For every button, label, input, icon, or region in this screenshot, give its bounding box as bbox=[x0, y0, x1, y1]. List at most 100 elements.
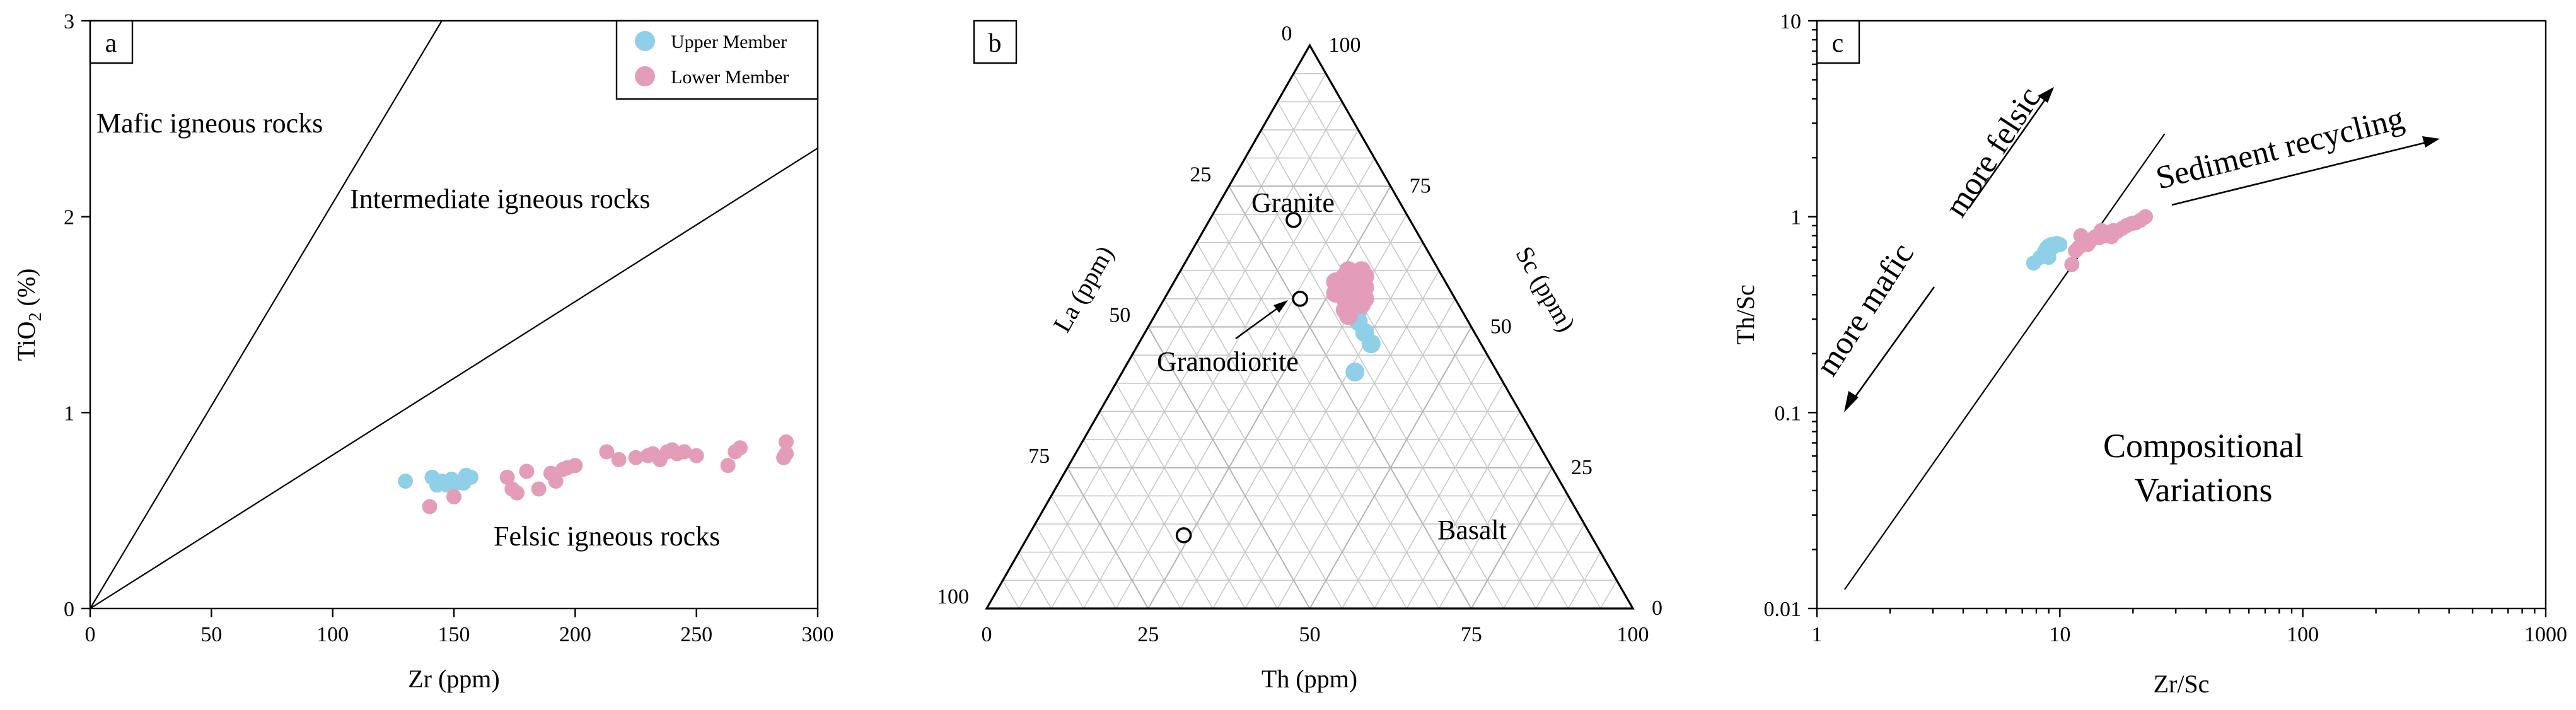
legend-marker-upper bbox=[635, 31, 655, 51]
grid-line-sc bbox=[1228, 185, 1472, 609]
ref-label-granite: Granite bbox=[1251, 187, 1335, 218]
point-lower bbox=[2104, 229, 2120, 245]
panel-c-zrsc-thsc: 1 10 100 1000 0.01 0.1 1 10 c more felsic more… bbox=[1731, 10, 2567, 698]
left-tick-labels: 0 25 50 75 100 bbox=[937, 22, 1292, 608]
x-ticks: 1 10 100 1000 bbox=[1812, 608, 2567, 646]
y-tick-label: 3 bbox=[64, 10, 74, 33]
grid-line-sc bbox=[1164, 298, 1343, 609]
grid-line-th bbox=[1567, 552, 1601, 609]
legend-marker-lower bbox=[635, 66, 655, 86]
grid-line-sc bbox=[1260, 129, 1536, 609]
grid-line-th bbox=[1342, 354, 1488, 609]
point-lower bbox=[676, 444, 692, 460]
bottom-tick-label: 25 bbox=[1137, 623, 1159, 646]
ref-label-granodiorite: Granodiorite bbox=[1157, 346, 1299, 377]
boundary-line-2 bbox=[90, 148, 818, 609]
compositional-label-line1: Compositional bbox=[2103, 427, 2304, 465]
grid-line-sc bbox=[1147, 327, 1311, 609]
point-lower bbox=[611, 451, 627, 467]
y-tick-label: 10 bbox=[1780, 10, 1801, 33]
legend-label-upper: Upper Member bbox=[671, 32, 787, 52]
compositional-trend-line bbox=[1844, 133, 2166, 590]
left-tick-label: 25 bbox=[1190, 163, 1211, 186]
point-lower bbox=[1326, 283, 1345, 303]
panel-letter: b bbox=[989, 29, 1002, 58]
ref-point-granodiorite bbox=[1292, 291, 1308, 307]
grid-line-th bbox=[1083, 129, 1359, 609]
x-tick-label: 100 bbox=[2287, 623, 2319, 646]
x-axis-title: Zr (ppm) bbox=[408, 665, 500, 693]
point-upper bbox=[2038, 243, 2053, 259]
point-lower bbox=[628, 450, 644, 465]
mafic-arrow-head bbox=[1844, 391, 1859, 412]
point-upper bbox=[1345, 362, 1365, 381]
bottom-tick-label: 0 bbox=[982, 623, 992, 646]
grid-line-th bbox=[1277, 298, 1456, 609]
grid-line-sc bbox=[1115, 383, 1246, 609]
bottom-tick-labels: 0 25 50 75 100 bbox=[982, 623, 1649, 646]
grid-line-sc bbox=[1196, 242, 1407, 609]
data-points bbox=[398, 434, 794, 515]
boundary-lines bbox=[90, 20, 818, 609]
y-ticks: 0.01 0.1 1 10 bbox=[1764, 10, 1817, 621]
point-upper bbox=[398, 474, 414, 489]
more-mafic-label: more mafic bbox=[1809, 237, 1921, 383]
right-axis-title: Sc (ppm) bbox=[1510, 242, 1581, 336]
point-lower bbox=[548, 474, 564, 489]
grid-line-sc bbox=[1293, 73, 1601, 609]
y-axis-title: Th/Sc bbox=[1731, 284, 1760, 345]
point-lower bbox=[778, 446, 794, 462]
grid-line-th bbox=[1600, 579, 1618, 609]
y-tick-label: 0 bbox=[64, 598, 74, 621]
y-axis-title: TiO2 (%) bbox=[12, 269, 45, 361]
recycling-arrow-head bbox=[2422, 136, 2440, 148]
grid-line-sc bbox=[1002, 579, 1019, 609]
point-lower bbox=[599, 444, 615, 460]
panel-b-ternary-la-th-sc: 0 25 50 75 100 0 25 50 75 100 0 25 50 75 100 b Th (p… bbox=[937, 20, 1662, 693]
grid-line-th bbox=[1406, 411, 1521, 609]
y-tick-label: 1 bbox=[64, 402, 74, 425]
grid-line-th bbox=[1212, 242, 1424, 609]
reference-rocks bbox=[1175, 212, 1308, 544]
y-tick-label: 0.01 bbox=[1764, 598, 1802, 621]
y-tick-label: 0.1 bbox=[1775, 402, 1802, 425]
point-lower bbox=[531, 481, 547, 497]
point-lower bbox=[732, 440, 748, 456]
point-lower bbox=[2080, 236, 2096, 252]
granodiorite-pointer-head bbox=[1273, 300, 1288, 313]
point-lower bbox=[1352, 294, 1371, 314]
x-axis-title: Zr/Sc bbox=[2154, 670, 2210, 698]
grid-line-th bbox=[1535, 523, 1585, 609]
panel-letter-box bbox=[1816, 20, 1860, 64]
point-lower bbox=[446, 489, 461, 504]
granodiorite-pointer bbox=[1235, 304, 1282, 340]
bottom-axis-title: Th (ppm) bbox=[1262, 665, 1357, 693]
grid-line-th bbox=[1147, 185, 1391, 609]
x-tick-label: 0 bbox=[85, 623, 96, 646]
recycling-arrow-shaft bbox=[2171, 141, 2429, 206]
ref-label-basalt: Basalt bbox=[1437, 515, 1507, 545]
more-felsic-label: more felsic bbox=[1938, 81, 2048, 223]
point-upper bbox=[2052, 236, 2068, 252]
grid-line-sc bbox=[1131, 354, 1278, 609]
x-ticks: 0 50 100 150 200 250 300 bbox=[85, 608, 834, 646]
panel-letter-box bbox=[973, 20, 1018, 64]
plot-frame bbox=[1816, 20, 2547, 610]
legend-label-lower: Lower Member bbox=[671, 67, 789, 88]
ref-point-granite bbox=[1285, 212, 1302, 228]
mafic-arrow-shaft bbox=[1849, 286, 1935, 404]
left-axis-title: La (ppm) bbox=[1047, 241, 1119, 337]
panel-a-zr-tio2: 0 50 100 150 200 250 300 0 1 2 3 a Mafic igneous … bbox=[12, 10, 834, 693]
grid-line-th bbox=[1374, 383, 1504, 609]
grid-line-sc bbox=[1083, 439, 1181, 609]
data-points bbox=[1326, 261, 1381, 381]
x-tick-label: 50 bbox=[200, 623, 222, 646]
grid-line-th bbox=[1470, 467, 1553, 609]
field-label-intermediate: Intermediate igneous rocks bbox=[350, 183, 651, 214]
left-tick-label: 100 bbox=[937, 585, 969, 608]
ternary-frame bbox=[985, 43, 1635, 610]
point-lower bbox=[519, 463, 535, 479]
data-points bbox=[2026, 209, 2154, 272]
panel-letter: a bbox=[105, 29, 117, 58]
